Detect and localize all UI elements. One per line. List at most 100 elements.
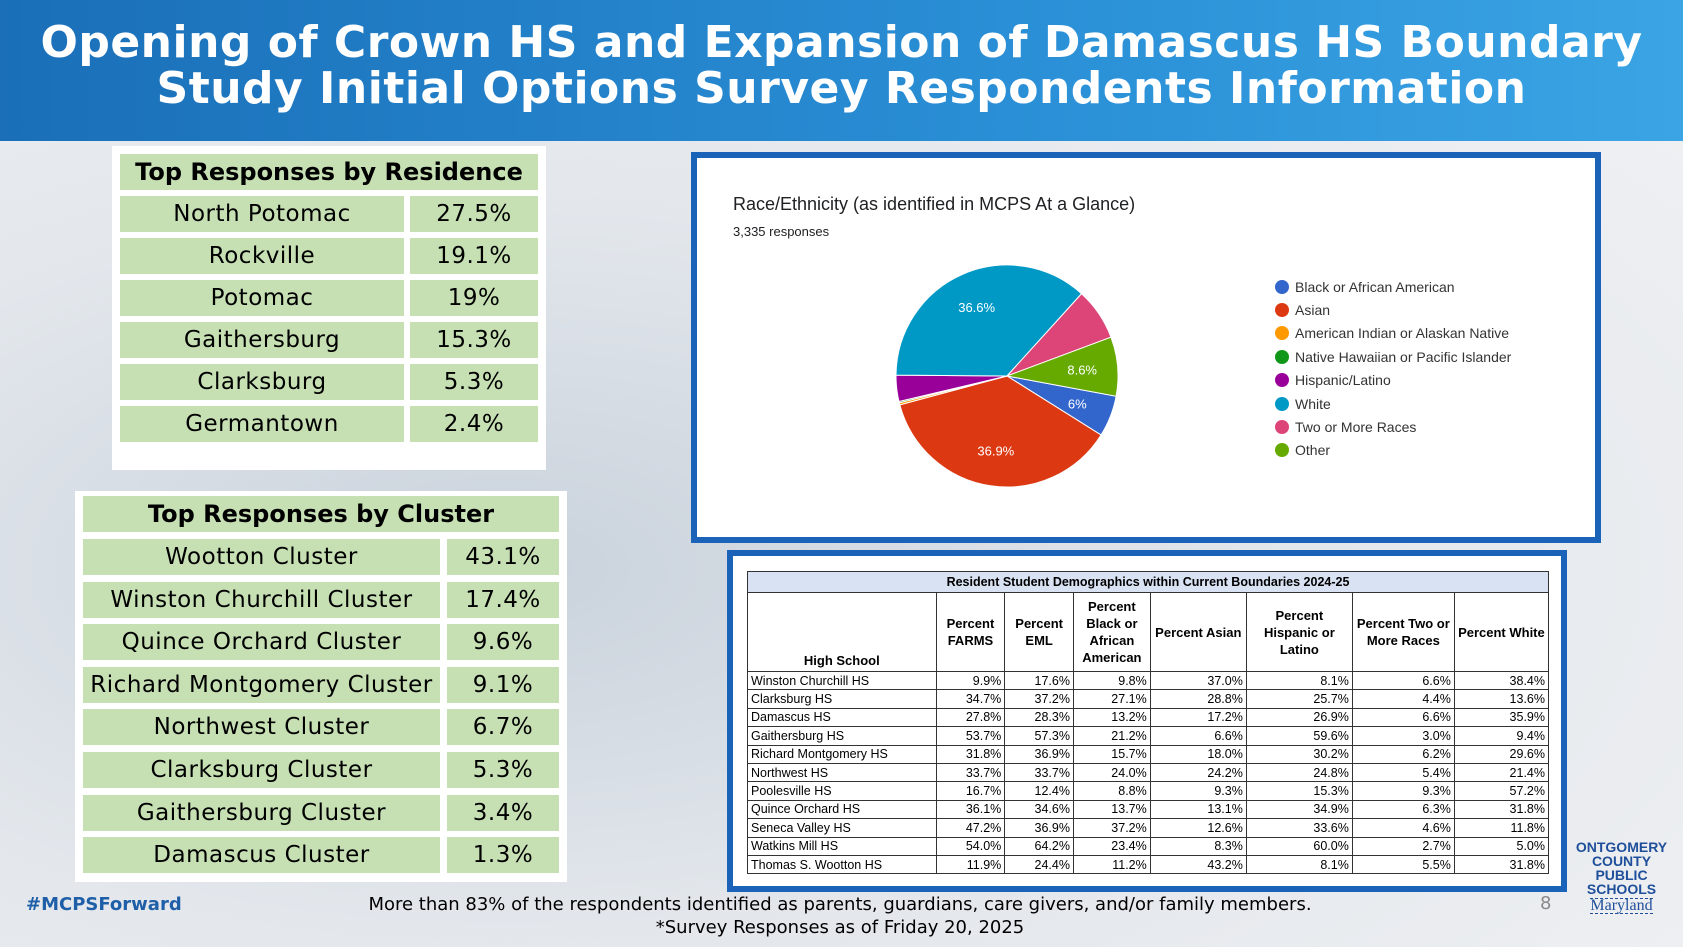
legend-swatch bbox=[1275, 373, 1289, 388]
legend-label: Two or More Races bbox=[1295, 419, 1417, 436]
table-row: Thomas S. Wootton HS 11.9% 24.4% 11.2% 43.2%… bbox=[747, 854, 1550, 875]
logo-line2: COUNTY bbox=[1591, 853, 1652, 869]
demographics-table: Resident Student Demographics within Cur… bbox=[747, 571, 1550, 875]
percent-cell: 37.2% bbox=[1004, 689, 1074, 709]
percent-cell: 17.2% bbox=[1149, 707, 1247, 728]
percent-cell: 4.6% bbox=[1351, 818, 1455, 838]
percent-cell: 64.2% bbox=[1004, 836, 1074, 856]
percent-cell: 25.7% bbox=[1245, 689, 1353, 709]
cluster-value: 9.6% bbox=[447, 624, 559, 661]
residence-value: 19.1% bbox=[410, 238, 538, 274]
hashtag: #MCPSForward bbox=[26, 894, 182, 915]
percent-cell: 38.4% bbox=[1453, 670, 1550, 691]
legend-swatch bbox=[1275, 303, 1289, 318]
percent-cell: 27.1% bbox=[1072, 689, 1151, 709]
percent-cell: 36.1% bbox=[935, 799, 1006, 820]
percent-cell: 13.2% bbox=[1072, 707, 1151, 728]
mcps-logo: ONTGOMERY COUNTY PUBLIC SCHOOLS Maryland bbox=[1560, 840, 1683, 914]
cluster-value: 9.1% bbox=[447, 666, 559, 703]
school-name-cell: Thomas S. Wootton HS bbox=[747, 854, 937, 875]
pie-slice-label: 6% bbox=[1068, 396, 1087, 411]
percent-cell: 24.4% bbox=[1004, 854, 1074, 875]
cluster-value: 1.3% bbox=[447, 837, 559, 874]
percent-cell: 34.7% bbox=[935, 689, 1006, 709]
percent-cell: 8.1% bbox=[1245, 670, 1353, 691]
pie-slice-label: 8.6% bbox=[1067, 362, 1097, 377]
legend-label: American Indian or Alaskan Native bbox=[1295, 325, 1509, 342]
race-ethnicity-chart-panel: Race/Ethnicity (as identified in MCPS At… bbox=[691, 152, 1601, 543]
cluster-value: 17.4% bbox=[447, 581, 559, 618]
residence-value: 19% bbox=[410, 280, 538, 316]
table-row: Clarksburg HS 34.7% 37.2% 27.1% 28.8% 25.7% 4.… bbox=[747, 689, 1550, 709]
legend-swatch bbox=[1275, 279, 1289, 294]
percent-cell: 6.6% bbox=[1351, 707, 1455, 728]
legend-item: White bbox=[1275, 392, 1511, 415]
percent-cell: 33.6% bbox=[1245, 818, 1353, 838]
title-banner: Opening of Crown HS and Expansion of Dam… bbox=[0, 0, 1683, 141]
percent-cell: 15.3% bbox=[1245, 781, 1353, 801]
percent-cell: 57.3% bbox=[1004, 726, 1074, 746]
cluster-value: 3.4% bbox=[447, 794, 559, 831]
residence-value: 5.3% bbox=[410, 364, 538, 400]
percent-cell: 59.6% bbox=[1245, 726, 1353, 746]
percent-cell: 36.9% bbox=[1004, 744, 1074, 764]
column-header: Percent Hispanic or Latino bbox=[1245, 592, 1353, 672]
percent-cell: 13.6% bbox=[1453, 689, 1550, 709]
percent-cell: 36.9% bbox=[1004, 818, 1074, 838]
percent-cell: 57.2% bbox=[1453, 781, 1550, 801]
percent-cell: 9.4% bbox=[1453, 726, 1550, 746]
pie-slice bbox=[899, 375, 1102, 488]
legend-swatch bbox=[1275, 420, 1289, 435]
percent-cell: 53.7% bbox=[935, 726, 1006, 746]
table-row: Watkins Mill HS 54.0% 64.2% 23.4% 8.3% 60.0% 2… bbox=[747, 836, 1550, 856]
table-row: Northwest HS 33.7% 33.7% 24.0% 24.2% 24.8% 5.4… bbox=[747, 762, 1550, 783]
percent-cell: 8.8% bbox=[1072, 781, 1151, 801]
legend-item: Native Hawaiian or Pacific Islander bbox=[1275, 345, 1511, 368]
pie-slice bbox=[895, 264, 1083, 377]
percent-cell: 37.2% bbox=[1072, 818, 1151, 838]
legend-label: Native Hawaiian or Pacific Islander bbox=[1295, 348, 1512, 365]
cluster-label: Gaithersburg Cluster bbox=[83, 794, 440, 831]
legend-swatch bbox=[1275, 349, 1289, 364]
percent-cell: 18.0% bbox=[1149, 744, 1247, 764]
percent-cell: 11.9% bbox=[935, 854, 1006, 875]
legend-item: Black or African American bbox=[1275, 275, 1511, 298]
school-name-cell: Winston Churchill HS bbox=[747, 670, 937, 691]
percent-cell: 5.0% bbox=[1453, 836, 1550, 856]
school-name-cell: Damascus HS bbox=[747, 707, 937, 728]
legend-swatch bbox=[1275, 443, 1289, 458]
percent-cell: 31.8% bbox=[935, 744, 1006, 764]
table-row: Poolesville HS 16.7% 12.4% 8.8% 9.3% 15.3% 9.3… bbox=[747, 781, 1550, 801]
pie-slice-label: 36.6% bbox=[958, 300, 995, 315]
percent-cell: 43.2% bbox=[1149, 854, 1247, 875]
percent-cell: 9.3% bbox=[1149, 781, 1247, 801]
pie-chart: 6% 36.9% 36.6% 8.6% bbox=[895, 264, 1119, 488]
residence-label: Rockville bbox=[120, 238, 404, 274]
percent-cell: 31.8% bbox=[1453, 799, 1550, 820]
cluster-table-title: Top Responses by Cluster bbox=[83, 496, 559, 532]
school-name-cell: Poolesville HS bbox=[747, 781, 937, 801]
cluster-label: Winston Churchill Cluster bbox=[83, 581, 440, 618]
legend-label: Asian bbox=[1295, 302, 1331, 319]
percent-cell: 16.7% bbox=[935, 781, 1006, 801]
percent-cell: 15.7% bbox=[1072, 744, 1151, 764]
footnote: More than 83% of the respondents identif… bbox=[330, 893, 1350, 939]
percent-cell: 29.6% bbox=[1453, 744, 1550, 764]
school-name-cell: Gaithersburg HS bbox=[747, 726, 937, 746]
percent-cell: 17.6% bbox=[1004, 670, 1074, 691]
percent-cell: 60.0% bbox=[1245, 836, 1353, 856]
logo-line1: ONTGOMERY bbox=[1575, 839, 1668, 855]
school-name-cell: Quince Orchard HS bbox=[747, 799, 937, 820]
column-header: High School bbox=[747, 592, 937, 672]
percent-cell: 2.7% bbox=[1351, 836, 1455, 856]
table-row: Damascus HS 27.8% 28.3% 13.2% 17.2% 26.9% 6.6%… bbox=[747, 707, 1550, 728]
legend-item: Other bbox=[1275, 439, 1511, 462]
percent-cell: 3.0% bbox=[1351, 726, 1455, 746]
column-header: Percent Asian bbox=[1149, 592, 1247, 672]
logo-line4: SCHOOLS bbox=[1586, 881, 1657, 897]
percent-cell: 24.8% bbox=[1245, 762, 1353, 783]
percent-cell: 6.3% bbox=[1351, 799, 1455, 820]
percent-cell: 6.6% bbox=[1351, 670, 1455, 691]
percent-cell: 4.4% bbox=[1351, 689, 1455, 709]
legend-label: Hispanic/Latino bbox=[1295, 372, 1391, 389]
